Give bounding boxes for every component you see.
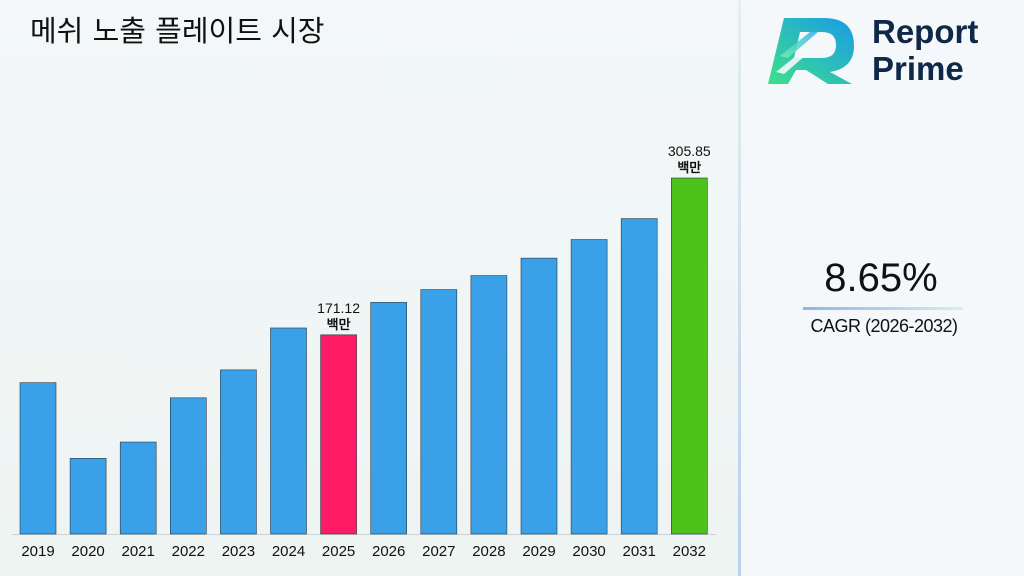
data-label-value-2025: 171.12	[317, 300, 360, 316]
chart-title: 메쉬 노출 플레이트 시장	[30, 14, 325, 48]
x-tick-label-2031: 2031	[623, 543, 656, 560]
cagr-value: 8.65%	[824, 256, 938, 300]
x-tick-label-2024: 2024	[272, 543, 305, 560]
side-panel	[741, 0, 1024, 576]
x-tick-label-2019: 2019	[21, 543, 54, 560]
panel-divider	[738, 0, 741, 576]
bar-2032	[670, 177, 708, 535]
x-tick-label-2021: 2021	[122, 543, 155, 560]
bar-chart: 2019 2020 2021 2022 2023 2024 2025 2026 2027 2028…	[12, 143, 716, 560]
bar-2022	[170, 397, 207, 535]
cagr-label: CAGR (2026-2032)	[810, 316, 958, 336]
bar-2023	[220, 369, 257, 535]
x-tick-label-2026: 2026	[372, 543, 405, 560]
logo-wordmark: Report Prime	[872, 13, 978, 87]
x-tick-label-2025: 2025	[322, 543, 355, 560]
bar-2021	[119, 441, 157, 535]
x-tick-label-2027: 2027	[422, 543, 455, 560]
x-tick-label-2022: 2022	[172, 543, 205, 560]
bar-2028	[470, 275, 508, 535]
logo-line-prime: Prime	[872, 50, 964, 87]
data-label-unit-2032: 백만	[677, 160, 701, 176]
x-tick-label-2028: 2028	[472, 543, 505, 560]
data-label-unit-2025: 백만	[327, 317, 351, 333]
x-tick-label-2023: 2023	[222, 543, 255, 560]
x-tick-label-2020: 2020	[71, 543, 104, 560]
bar-2027	[420, 289, 458, 535]
bar-2031	[620, 218, 658, 535]
bar-2030	[570, 239, 608, 535]
data-label-value-2032: 305.85	[668, 143, 711, 159]
bar-2020	[69, 458, 107, 535]
x-tick-label-2032: 2032	[673, 543, 706, 560]
report-prime-logo-icon	[768, 18, 854, 84]
x-tick-label-2029: 2029	[522, 543, 555, 560]
x-tick-label-2030: 2030	[572, 543, 605, 560]
bar-2026	[370, 302, 408, 535]
cagr-underline	[803, 307, 963, 310]
bar-2025	[320, 334, 357, 535]
bar-2024	[270, 327, 307, 535]
logo-line-report: Report	[872, 13, 979, 50]
bar-2019	[19, 382, 57, 535]
bar-2029	[520, 257, 558, 535]
